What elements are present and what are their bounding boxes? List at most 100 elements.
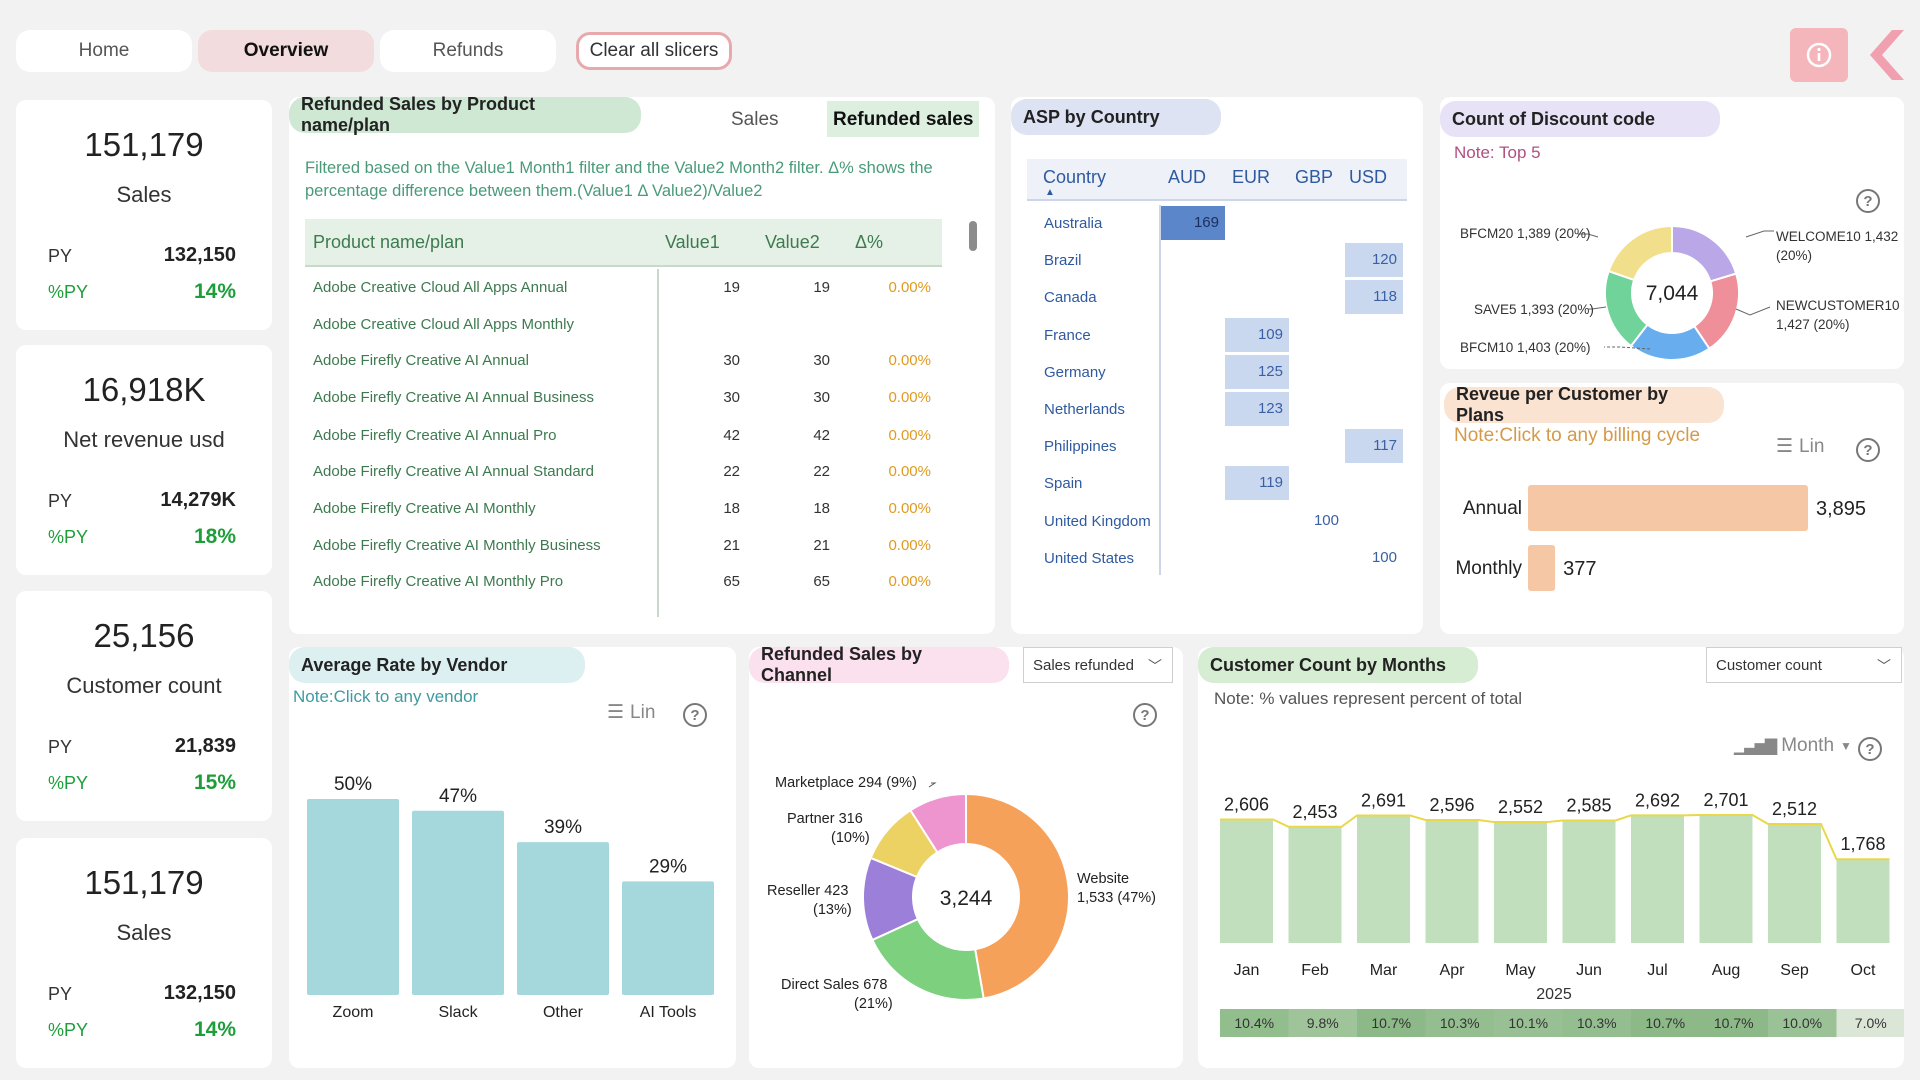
drill-month-button[interactable]: ▁▃▅▇ Month ▼ bbox=[1734, 735, 1852, 757]
month-bar-feb[interactable] bbox=[1288, 826, 1342, 943]
plans-scale-toggle[interactable]: ☰ Lin bbox=[1776, 435, 1824, 458]
kpi-label: Sales bbox=[116, 920, 172, 945]
donut-slice-bfcm20[interactable] bbox=[1607, 224, 1673, 282]
table-row[interactable]: Adobe Creative Cloud All Apps Annual 19 19… bbox=[305, 270, 945, 306]
help-icon[interactable]: ? bbox=[683, 703, 707, 727]
month-bar-mar[interactable] bbox=[1357, 815, 1410, 943]
asp-header-eur[interactable]: EUR bbox=[1232, 167, 1271, 187]
table-row[interactable]: Adobe Firefly Creative AI Monthly 18 18 0.0… bbox=[305, 491, 945, 527]
channel-label-partner: Partner 316 bbox=[787, 811, 863, 827]
kpi-card-sales-2[interactable]: 151,179 Sales PY 132,150 %PY 14% bbox=[16, 838, 272, 1068]
asp-header-usd[interactable]: USD bbox=[1349, 167, 1388, 187]
asp-value-cell[interactable]: 117 bbox=[1345, 429, 1403, 464]
vendor-value-label: 47% bbox=[439, 786, 477, 807]
asp-country-label[interactable]: Brazil bbox=[1044, 252, 1082, 270]
kpi-card-sales[interactable]: 151,179 Sales PY 132,150 %PY 14% bbox=[16, 100, 272, 330]
asp-header-country[interactable]: Country bbox=[1043, 167, 1107, 187]
vendor-bar-ai-tools[interactable] bbox=[622, 881, 714, 995]
asp-country-label[interactable]: United States bbox=[1044, 549, 1135, 567]
vendor-note: Note:Click to any vendor bbox=[293, 687, 479, 706]
channel-measure-dropdown[interactable]: Sales refunded ﹀ bbox=[1023, 647, 1173, 683]
col-header-delta[interactable]: Δ% bbox=[855, 232, 884, 252]
table-scrollbar[interactable] bbox=[969, 221, 977, 251]
asp-country-label[interactable]: Canada bbox=[1044, 289, 1097, 307]
plans-category-label: Annual bbox=[1463, 498, 1522, 519]
donut-slice-welcome10[interactable] bbox=[1671, 224, 1738, 283]
tab-refunded-sales[interactable]: Refunded sales bbox=[827, 101, 980, 137]
back-arrow-icon[interactable] bbox=[1862, 28, 1906, 82]
col-header-value2[interactable]: Value2 bbox=[765, 232, 820, 252]
help-icon[interactable]: ? bbox=[1133, 703, 1157, 727]
discount-label-welcome10: WELCOME10 1,432 bbox=[1776, 229, 1898, 244]
nav-refunds-button[interactable]: Refunds bbox=[380, 30, 556, 72]
month-bar-apr[interactable] bbox=[1425, 819, 1479, 943]
asp-country-label[interactable]: Germany bbox=[1044, 363, 1106, 381]
info-button[interactable] bbox=[1790, 28, 1848, 82]
donut-slice-marketplace[interactable] bbox=[909, 792, 967, 854]
plans-bar-annual[interactable] bbox=[1528, 485, 1808, 531]
asp-value-cell[interactable]: 109 bbox=[1225, 317, 1289, 352]
table-row[interactable]: Adobe Creative Cloud All Apps Monthly bbox=[305, 307, 945, 343]
months-measure-dropdown[interactable]: Customer count ﹀ bbox=[1706, 647, 1902, 683]
kpi-card-net-revenue[interactable]: 16,918K Net revenue usd PY 14,279K %PY 1… bbox=[16, 345, 272, 575]
asp-country-label[interactable]: Philippines bbox=[1044, 438, 1117, 456]
kpi-card-customer-count[interactable]: 25,156 Customer count PY 21,839 %PY 15% bbox=[16, 591, 272, 821]
table-row[interactable]: Adobe Firefly Creative AI Annual Standar… bbox=[305, 454, 945, 490]
donut-slice-website[interactable] bbox=[965, 792, 1070, 1000]
month-axis-label: Feb bbox=[1301, 962, 1329, 979]
month-bar-oct[interactable] bbox=[1836, 859, 1890, 943]
asp-value-cell[interactable]: 125 bbox=[1225, 354, 1289, 389]
asp-value-cell[interactable]: 118 bbox=[1345, 280, 1403, 315]
asp-country-label[interactable]: Spain bbox=[1044, 475, 1083, 493]
col-header-product[interactable]: Product name/plan bbox=[313, 232, 465, 252]
help-icon[interactable]: ? bbox=[1858, 737, 1882, 761]
vendor-bar-slack[interactable] bbox=[412, 810, 504, 995]
table-row[interactable]: Adobe Firefly Creative AI Annual Pro 42 42… bbox=[305, 418, 945, 454]
discount-label-bfcm20: BFCM20 1,389 (20%) bbox=[1460, 226, 1591, 241]
plans-bar-monthly[interactable] bbox=[1528, 545, 1556, 591]
month-value-label: 2,701 bbox=[1703, 790, 1748, 810]
asp-value-cell[interactable]: 169 bbox=[1161, 206, 1225, 240]
vendor-bar-other[interactable] bbox=[517, 842, 609, 995]
month-bar-jul[interactable] bbox=[1631, 815, 1684, 943]
vendor-scale-toggle[interactable]: ☰ Lin bbox=[607, 701, 655, 724]
asp-header-aud[interactable]: AUD bbox=[1168, 167, 1207, 187]
month-axis-label: Jun bbox=[1576, 962, 1602, 979]
month-bar-sep[interactable] bbox=[1768, 823, 1821, 943]
asp-country-label[interactable]: United Kingdom bbox=[1044, 512, 1151, 530]
bar-chart-icon: ▁▃▅▇ bbox=[1734, 738, 1777, 755]
cell-delta: 0.00% bbox=[888, 279, 931, 296]
month-bar-jan[interactable] bbox=[1220, 819, 1273, 943]
month-axis-label: Sep bbox=[1780, 962, 1809, 979]
nav-overview-button[interactable]: Overview bbox=[198, 30, 374, 72]
month-bar-jun[interactable] bbox=[1562, 820, 1616, 943]
asp-value-cell[interactable]: 120 bbox=[1345, 243, 1403, 278]
col-header-value1[interactable]: Value1 bbox=[665, 232, 720, 252]
asp-header-gbp[interactable]: GBP bbox=[1295, 167, 1334, 187]
asp-country-label[interactable]: France bbox=[1044, 326, 1091, 344]
month-value-label: 1,768 bbox=[1840, 834, 1885, 854]
help-icon[interactable]: ? bbox=[1856, 438, 1880, 462]
table-row[interactable]: Adobe Firefly Creative AI Annual 30 30 0.00… bbox=[305, 343, 945, 379]
plans-note: Note:Click to any billing cycle bbox=[1454, 425, 1701, 446]
asp-country-label[interactable]: Australia bbox=[1044, 215, 1103, 232]
dropdown-value: Sales refunded bbox=[1033, 656, 1134, 674]
month-bar-may[interactable] bbox=[1494, 822, 1547, 943]
asp-value-cell[interactable]: 100 bbox=[1371, 548, 1397, 566]
table-row[interactable]: Adobe Firefly Creative AI Annual Busines… bbox=[305, 380, 945, 416]
table-row[interactable]: Adobe Firefly Creative AI Monthly Busine… bbox=[305, 528, 945, 564]
clear-slicers-button[interactable]: Clear all slicers bbox=[576, 32, 732, 70]
month-axis-label: Oct bbox=[1851, 962, 1876, 979]
nav-home-button[interactable]: Home bbox=[16, 30, 192, 72]
tab-sales[interactable]: Sales bbox=[731, 109, 779, 130]
percent-label: 10.7% bbox=[1371, 1015, 1411, 1031]
table-row[interactable]: Adobe Firefly Creative AI Monthly Pro 65 6… bbox=[305, 564, 945, 600]
refunded-sales-table-card: Refunded Sales by Product name/plan Sale… bbox=[289, 94, 995, 634]
vendor-bar-zoom[interactable] bbox=[307, 799, 399, 995]
asp-value-cell[interactable]: 123 bbox=[1225, 392, 1289, 426]
asp-value-cell[interactable]: 119 bbox=[1225, 466, 1289, 501]
asp-country-label[interactable]: Netherlands bbox=[1044, 401, 1125, 418]
month-bar-aug[interactable] bbox=[1699, 815, 1753, 943]
help-icon[interactable]: ? bbox=[1856, 189, 1880, 213]
asp-value-cell[interactable]: 100 bbox=[1313, 511, 1339, 529]
